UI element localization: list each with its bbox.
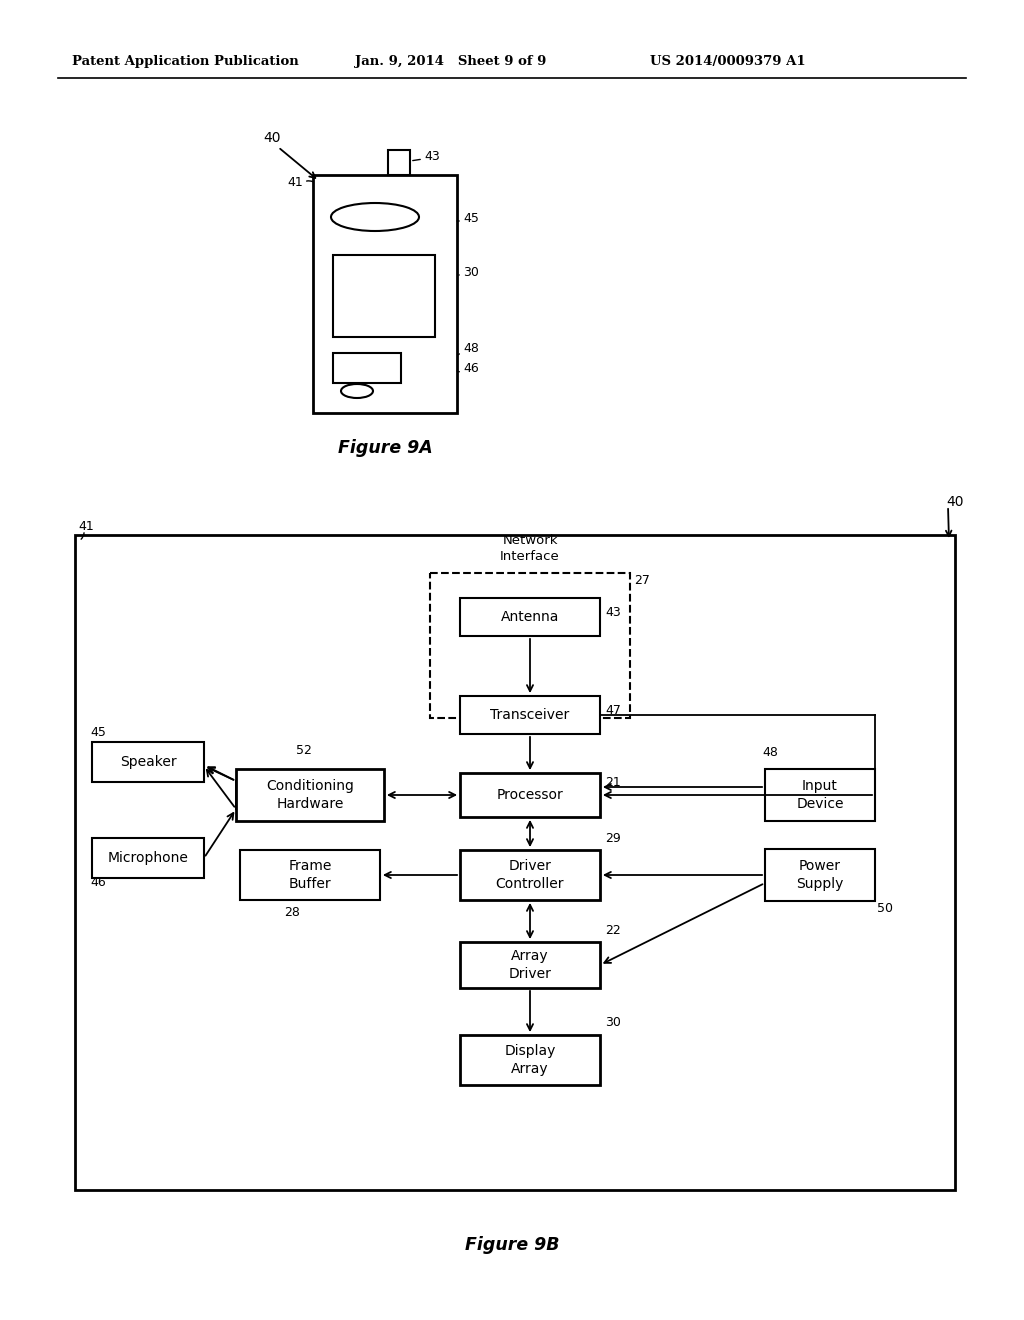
Text: 22: 22 (605, 924, 621, 937)
Text: 46: 46 (463, 363, 479, 375)
Text: Microphone: Microphone (108, 851, 188, 865)
Text: 21: 21 (605, 776, 621, 789)
Text: US 2014/0009379 A1: US 2014/0009379 A1 (650, 55, 806, 69)
FancyBboxPatch shape (460, 850, 600, 900)
Text: 30: 30 (605, 1015, 621, 1028)
Text: 50: 50 (877, 903, 893, 916)
Text: 40: 40 (946, 495, 964, 510)
Text: Patent Application Publication: Patent Application Publication (72, 55, 299, 69)
Text: Input
Device: Input Device (797, 779, 844, 810)
FancyBboxPatch shape (460, 598, 600, 636)
Text: Processor: Processor (497, 788, 563, 803)
Text: 41: 41 (78, 520, 94, 533)
Bar (333, 352, 401, 383)
FancyBboxPatch shape (92, 838, 204, 878)
Text: Antenna: Antenna (501, 610, 559, 624)
Text: Jan. 9, 2014   Sheet 9 of 9: Jan. 9, 2014 Sheet 9 of 9 (355, 55, 547, 69)
Text: 52: 52 (296, 744, 312, 758)
FancyBboxPatch shape (92, 742, 204, 781)
Text: Driver
Controller: Driver Controller (496, 859, 564, 891)
Ellipse shape (331, 203, 419, 231)
Bar (388, 150, 410, 176)
Text: 40: 40 (263, 131, 281, 145)
Text: 45: 45 (90, 726, 105, 738)
Text: 43: 43 (605, 606, 621, 619)
Text: 46: 46 (90, 875, 105, 888)
Bar (75, 535, 955, 1191)
Text: Figure 9A: Figure 9A (338, 440, 432, 457)
FancyBboxPatch shape (240, 850, 380, 900)
Text: 48: 48 (463, 342, 479, 355)
Text: Power
Supply: Power Supply (797, 859, 844, 891)
FancyBboxPatch shape (460, 774, 600, 817)
FancyBboxPatch shape (765, 849, 874, 902)
Text: 43: 43 (424, 150, 439, 164)
Text: Array
Driver: Array Driver (509, 949, 552, 981)
Text: Transceiver: Transceiver (490, 708, 569, 722)
Bar (333, 255, 435, 337)
Text: 45: 45 (463, 213, 479, 226)
FancyBboxPatch shape (430, 573, 630, 718)
FancyBboxPatch shape (765, 770, 874, 821)
FancyBboxPatch shape (460, 696, 600, 734)
Text: 48: 48 (762, 747, 778, 759)
Text: Frame
Buffer: Frame Buffer (289, 859, 332, 891)
FancyBboxPatch shape (236, 770, 384, 821)
FancyBboxPatch shape (460, 1035, 600, 1085)
Text: 28: 28 (284, 907, 300, 920)
Text: 29: 29 (605, 833, 621, 846)
Text: Speaker: Speaker (120, 755, 176, 770)
FancyBboxPatch shape (460, 942, 600, 987)
Text: Network
Interface: Network Interface (500, 535, 560, 562)
Bar (313, 176, 457, 413)
Text: 27: 27 (634, 574, 650, 587)
Text: 41: 41 (288, 177, 303, 190)
Text: Figure 9B: Figure 9B (465, 1236, 559, 1254)
Ellipse shape (341, 384, 373, 399)
Text: Display
Array: Display Array (504, 1044, 556, 1076)
Text: 30: 30 (463, 267, 479, 280)
Text: Conditioning
Hardware: Conditioning Hardware (266, 779, 354, 810)
Text: 47: 47 (605, 705, 621, 718)
